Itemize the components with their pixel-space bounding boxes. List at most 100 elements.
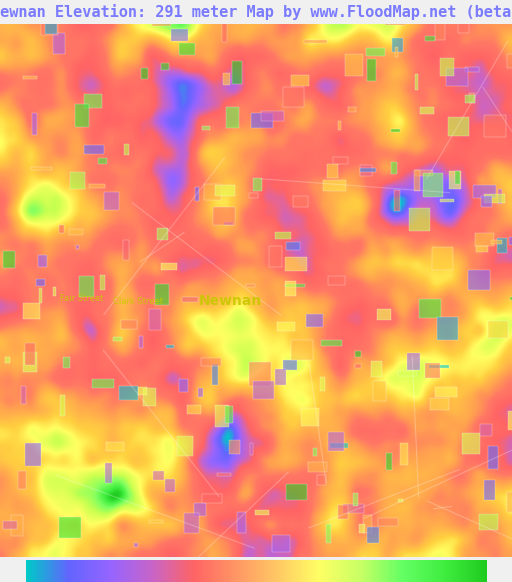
Bar xyxy=(432,247,453,270)
Bar xyxy=(79,276,94,297)
Bar xyxy=(306,314,323,327)
Bar xyxy=(261,111,284,121)
Bar xyxy=(415,74,418,90)
Bar xyxy=(161,63,169,70)
Bar xyxy=(39,289,42,303)
Bar xyxy=(373,381,387,402)
Bar xyxy=(121,320,137,329)
Bar xyxy=(333,157,349,164)
Bar xyxy=(59,517,81,538)
Bar xyxy=(498,189,502,204)
Bar xyxy=(182,297,198,301)
Bar xyxy=(462,434,480,455)
Bar xyxy=(157,228,168,240)
Bar xyxy=(497,238,507,253)
Bar xyxy=(165,479,175,492)
Bar xyxy=(24,352,37,372)
Bar xyxy=(276,322,295,331)
Bar xyxy=(392,162,397,173)
Bar xyxy=(253,381,274,399)
Bar xyxy=(237,512,246,533)
Bar xyxy=(338,505,348,519)
Bar xyxy=(506,54,512,68)
Bar xyxy=(507,411,512,430)
Bar xyxy=(480,424,493,436)
Bar xyxy=(53,287,56,296)
Bar xyxy=(232,61,242,84)
Bar xyxy=(394,190,400,211)
Bar xyxy=(104,193,119,210)
Bar xyxy=(222,20,227,42)
Bar xyxy=(437,318,458,340)
Bar xyxy=(25,343,35,365)
Bar xyxy=(226,107,239,129)
Text: Fair Street: Fair Street xyxy=(60,294,103,303)
Bar xyxy=(253,178,262,191)
Bar xyxy=(18,471,26,489)
Bar xyxy=(38,255,47,267)
Bar xyxy=(479,514,498,530)
Bar xyxy=(338,120,342,130)
Bar xyxy=(455,171,460,184)
Bar xyxy=(414,169,420,191)
Bar xyxy=(291,340,313,360)
Bar xyxy=(509,237,512,246)
Bar xyxy=(60,395,66,416)
Bar xyxy=(343,504,364,513)
Bar xyxy=(155,284,169,306)
Bar xyxy=(293,196,308,207)
Bar xyxy=(425,36,435,41)
Bar xyxy=(468,270,490,290)
Bar xyxy=(492,240,502,244)
Bar xyxy=(385,13,405,25)
Bar xyxy=(3,521,17,529)
Bar xyxy=(41,17,58,35)
Bar xyxy=(317,474,326,485)
Bar xyxy=(400,443,408,465)
Bar xyxy=(465,68,479,72)
Bar xyxy=(59,225,64,233)
Bar xyxy=(76,246,79,249)
Bar xyxy=(198,388,203,397)
Bar xyxy=(387,453,392,470)
Bar xyxy=(171,29,188,41)
Bar xyxy=(218,473,231,477)
Bar xyxy=(98,158,107,164)
Bar xyxy=(36,279,45,286)
Bar xyxy=(149,520,163,523)
Bar xyxy=(429,365,449,368)
Bar xyxy=(345,54,363,76)
Bar xyxy=(63,357,70,368)
Bar xyxy=(308,462,327,472)
Bar xyxy=(378,518,398,526)
Bar xyxy=(21,386,26,403)
Bar xyxy=(202,495,222,503)
Bar xyxy=(105,442,124,451)
Bar xyxy=(487,446,498,469)
Bar xyxy=(249,362,271,386)
Bar xyxy=(255,510,269,514)
Bar xyxy=(465,95,475,102)
Bar xyxy=(420,107,434,114)
Bar xyxy=(488,321,508,338)
Bar xyxy=(355,364,361,368)
Bar xyxy=(275,369,286,385)
Bar xyxy=(250,443,253,455)
Bar xyxy=(398,499,403,502)
Bar xyxy=(510,297,512,300)
Bar xyxy=(269,246,282,267)
Bar xyxy=(204,184,221,200)
Text: Newnan: Newnan xyxy=(199,294,262,308)
Bar xyxy=(445,68,467,87)
Bar xyxy=(92,378,114,388)
Bar xyxy=(507,492,512,512)
Bar xyxy=(371,361,382,377)
Bar xyxy=(186,405,201,414)
Bar xyxy=(473,185,496,198)
Bar xyxy=(392,38,403,52)
Bar xyxy=(360,168,376,172)
Bar xyxy=(31,167,52,171)
Bar xyxy=(475,233,494,246)
Bar xyxy=(70,229,83,235)
Bar xyxy=(272,535,290,552)
